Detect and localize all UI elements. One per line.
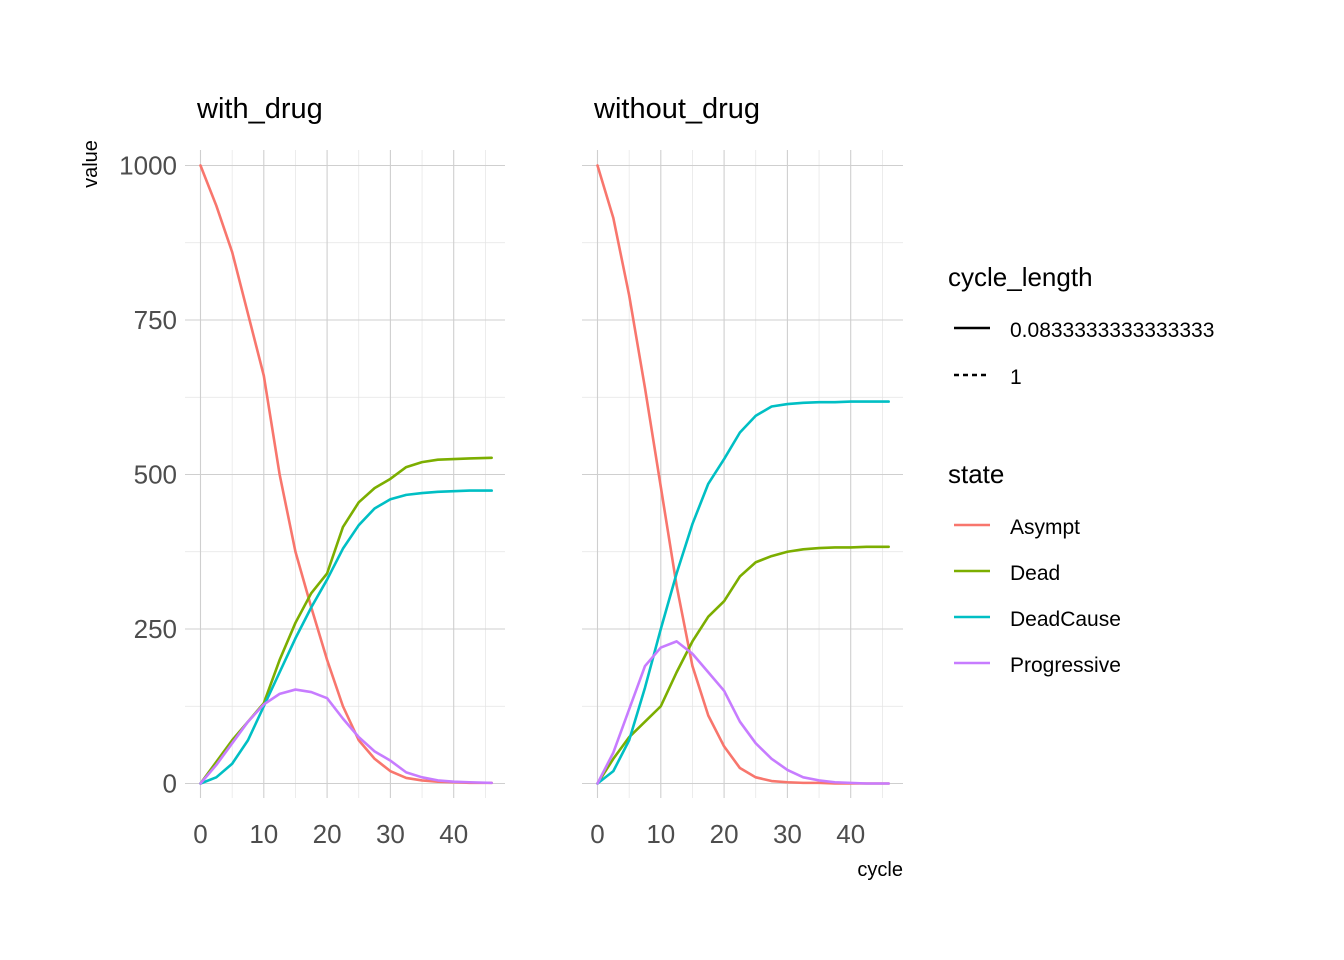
y-tick-label: 750	[134, 305, 177, 335]
panel-without_drug: 0 10 20 30 40 without_drug	[582, 93, 903, 849]
x-tick-label: 20	[313, 819, 342, 849]
x-tick-label: 30	[773, 819, 802, 849]
series-line-deadcause	[199, 489, 493, 785]
x-tick-label: 10	[646, 819, 675, 849]
x-tick-label: 40	[836, 819, 865, 849]
panel-title: with_drug	[196, 93, 323, 125]
y-tick-label: 1000	[119, 151, 177, 181]
legend-label-cycle-1: 1	[1010, 366, 1022, 389]
x-tick-label: 0	[193, 819, 207, 849]
legend-label-progressive: Progressive	[1010, 654, 1121, 677]
legend-label-cycle-0: 0.0833333333333333	[1010, 319, 1214, 342]
series-line-progressive	[596, 640, 890, 785]
y-tick-label: 250	[134, 614, 177, 644]
y-tick-label: 0	[163, 769, 177, 799]
panel-title: without_drug	[593, 93, 760, 125]
series-line-dead	[199, 456, 493, 785]
series-line-progressive	[199, 688, 493, 785]
x-axis-title: cycle	[857, 859, 903, 881]
panel-with_drug: 0 10 20 30 40 0 250 500 750 1000 with_drug	[119, 93, 505, 849]
x-tick-label: 40	[439, 819, 468, 849]
series-line-dead	[596, 545, 890, 785]
x-tick-label: 10	[249, 819, 278, 849]
y-axis-title: value	[80, 140, 102, 188]
legend-cycle-length-title: cycle_length	[948, 262, 1093, 292]
legend-cycle-length: cycle_length 0.0833333333333333 1	[948, 262, 1214, 389]
legend-label-deadcause: DeadCause	[1010, 608, 1121, 631]
panels-layer: 0 10 20 30 40 0 250 500 750 1000 with_drug 0 10 20 30 4…	[119, 93, 903, 849]
x-tick-label: 20	[710, 819, 739, 849]
x-tick-label: 0	[590, 819, 604, 849]
legend-state-title: state	[948, 459, 1004, 489]
x-tick-label: 30	[376, 819, 405, 849]
series-line-deadcause	[596, 400, 890, 785]
legend-label-dead: Dead	[1010, 562, 1060, 585]
legend-state: state Asympt Dead DeadCause Progressive	[948, 459, 1121, 677]
legend-label-asympt: Asympt	[1010, 516, 1080, 539]
y-tick-label: 500	[134, 460, 177, 490]
